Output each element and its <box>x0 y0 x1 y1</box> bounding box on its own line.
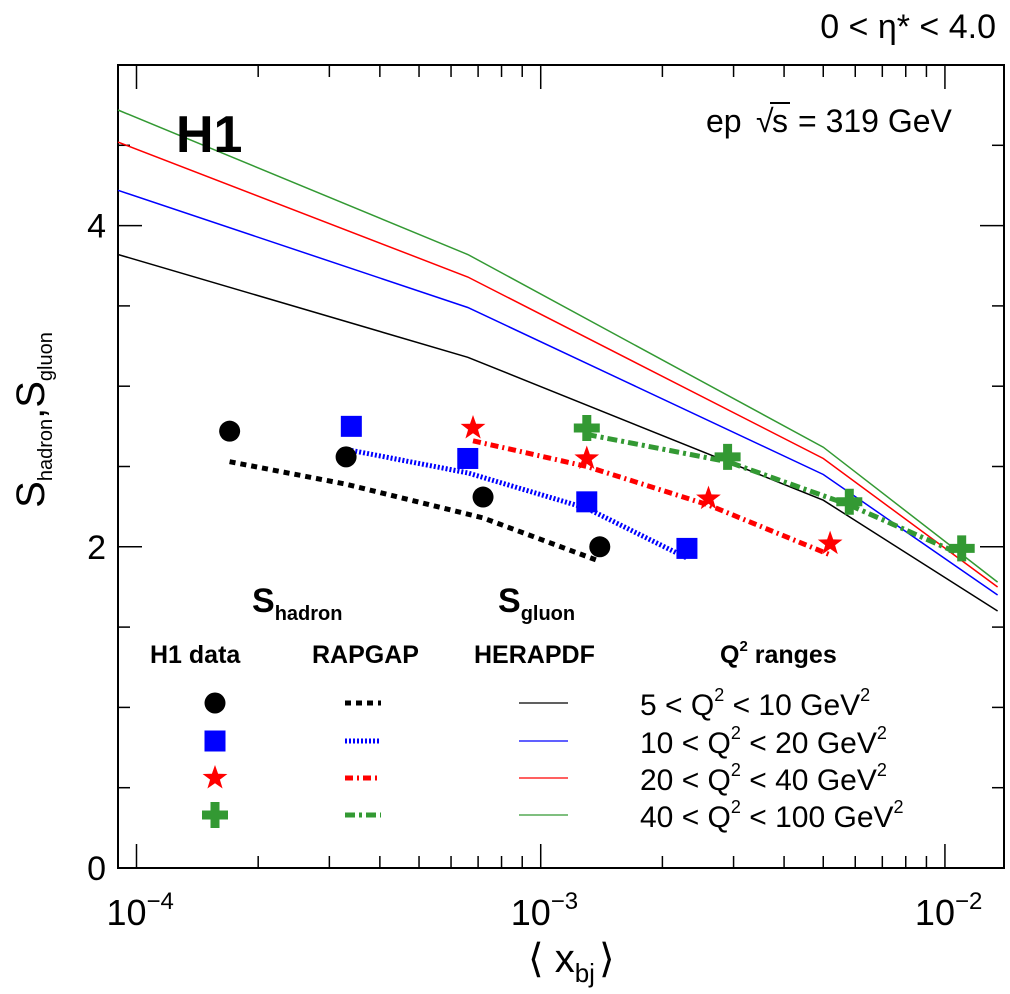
data-point <box>460 415 486 439</box>
beam-ep-text: ep <box>706 103 742 139</box>
herapdf-curves <box>117 109 999 612</box>
legend-q2-label: 20 < Q2 < 40 GeV2 <box>640 760 887 797</box>
x-axis-label: ⟨ xbj ⟩ <box>528 937 615 988</box>
y-label-s2: S <box>9 381 53 408</box>
legend-q2-exp: 2 <box>731 760 741 780</box>
q2-header-q: Q <box>720 641 739 669</box>
s-hadron-sub: hadron <box>275 603 343 625</box>
legend-header-q2: Q2 ranges <box>720 638 837 669</box>
x-tick-label: 10−3 <box>511 888 578 933</box>
x-tick-label: 10−2 <box>915 888 982 933</box>
legend-marker <box>204 692 226 714</box>
y-label-sub2: gluon <box>35 332 57 381</box>
experiment-label: H1 <box>176 106 242 164</box>
legend-q2-exp: 2 <box>731 797 741 817</box>
y-axis-label: Shadron,Sgluon <box>9 332 57 508</box>
legend-gev-exp: 2 <box>877 760 887 780</box>
data-point <box>696 485 721 510</box>
q2-header-post: ranges <box>748 641 837 669</box>
data-point <box>948 535 975 562</box>
legend-q2-label: 10 < Q2 < 20 GeV2 <box>640 723 887 760</box>
legend-q2-mid: < 20 GeV <box>741 727 877 760</box>
x-tick-label-base: 10 <box>106 892 146 933</box>
data-point <box>714 443 741 470</box>
y-tick-label: 0 <box>87 850 106 888</box>
x-tick-label-base: 10 <box>915 892 955 933</box>
legend-marker <box>202 765 228 789</box>
legend-q2-mid: < 100 GeV <box>741 801 894 834</box>
data-points <box>219 415 975 562</box>
legend-q2-mid: < 10 GeV <box>724 689 860 722</box>
rapgap-line <box>472 438 832 558</box>
legend-header-herapdf: HERAPDF <box>474 641 595 669</box>
beam-energy-label: ep √ s = 319 GeV <box>706 102 953 139</box>
s-hadron-label: Shadron <box>252 582 342 625</box>
data-point <box>573 415 600 441</box>
legend-q2-exp: 2 <box>731 723 741 743</box>
legend-q2-exp: 2 <box>714 685 724 705</box>
x-tick-label-exp: −2 <box>955 888 982 915</box>
data-point <box>340 415 362 437</box>
legend-q2-pre: 10 < Q <box>640 727 731 760</box>
x-axis-label-main: ⟨ x <box>528 937 575 981</box>
y-tick-label: 2 <box>87 529 106 567</box>
data-point <box>836 488 863 515</box>
data-point <box>589 536 611 558</box>
legend-marker <box>204 730 226 752</box>
y-label-sub1: hadron <box>35 419 57 481</box>
s-gluon-sub: gluon <box>521 603 575 625</box>
herapdf-line <box>117 189 999 596</box>
beam-s-text: s <box>772 103 788 139</box>
beam-sqrt-text: √ <box>756 103 774 139</box>
legend-q2-label: 40 < Q2 < 100 GeV2 <box>640 797 904 834</box>
x-axis-label-sub: bj <box>575 958 595 988</box>
beam-energy-text: = 319 GeV <box>798 103 953 139</box>
q2-header-exp: 2 <box>739 638 747 655</box>
y-label-comma: , <box>9 408 53 419</box>
data-point <box>817 530 843 555</box>
data-point <box>457 447 479 469</box>
x-tick-label: 10−4 <box>106 888 173 933</box>
legend-gev-exp: 2 <box>894 797 904 817</box>
herapdf-line <box>117 141 999 588</box>
rapgap-line <box>229 459 601 564</box>
x-tick-label-exp: −4 <box>147 888 174 915</box>
legend-q2-pre: 20 < Q <box>640 764 731 797</box>
legend-q2-pre: 40 < Q <box>640 801 731 834</box>
data-point <box>676 537 698 559</box>
legend-header-rapgap: RAPGAP <box>312 641 419 669</box>
data-point <box>576 491 598 513</box>
legend-marker <box>202 802 228 828</box>
x-tick-label-base: 10 <box>511 892 551 933</box>
rapgap-curves <box>229 431 963 564</box>
rapgap-line <box>586 431 963 558</box>
s-gluon-label: Sgluon <box>498 582 575 625</box>
legend-gev-exp: 2 <box>877 723 887 743</box>
legend-q2-label: 5 < Q2 < 10 GeV2 <box>640 685 870 722</box>
data-point <box>472 486 494 508</box>
data-point <box>219 420 241 442</box>
s-gluon-main: S <box>498 582 521 620</box>
herapdf-line <box>117 109 999 583</box>
herapdf-line <box>117 253 999 612</box>
s-hadron-main: S <box>252 582 275 620</box>
data-point <box>335 446 357 468</box>
y-tick-label: 4 <box>87 208 106 246</box>
legend-q2-pre: 5 < Q <box>640 689 714 722</box>
eta-range-label: 0 < η* < 4.0 <box>820 8 996 46</box>
legend-header-data: H1 data <box>150 641 241 669</box>
x-axis-label-close: ⟩ <box>599 937 615 981</box>
y-label-s1: S <box>9 481 53 508</box>
x-tick-label-exp: −3 <box>551 888 578 915</box>
rapgap-line <box>350 447 689 561</box>
legend-q2-mid: < 40 GeV <box>741 764 877 797</box>
data-point <box>574 445 600 469</box>
legend-gev-exp: 2 <box>860 685 870 705</box>
